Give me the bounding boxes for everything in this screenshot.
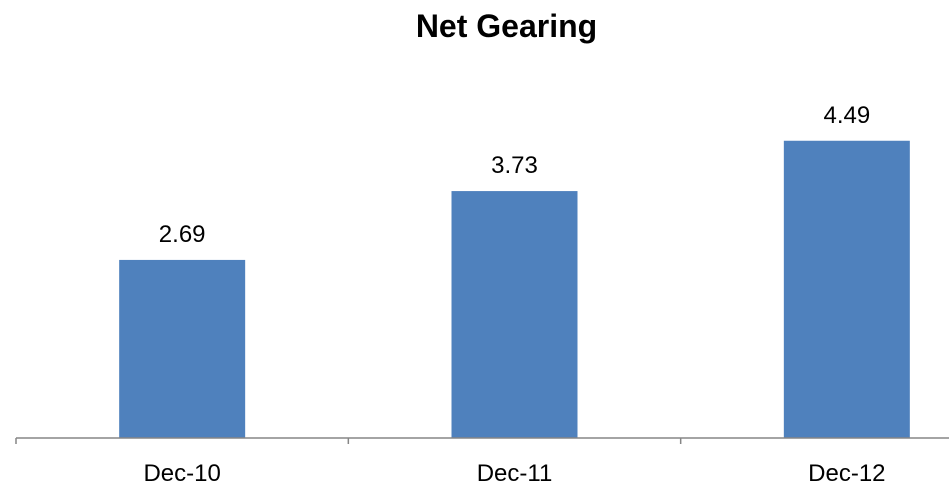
x-tick-label: Dec-10	[143, 460, 220, 487]
data-label: 4.49	[823, 102, 870, 129]
bar-dec-11	[451, 191, 578, 438]
data-label: 3.73	[491, 152, 538, 179]
x-tick-label: Dec-12	[808, 460, 885, 487]
x-tick-label: Dec-11	[477, 460, 553, 487]
x-tick-labels-group: Dec-10 Dec-11 Dec-12	[143, 460, 885, 487]
data-labels-group: 2.69 3.73 4.49	[159, 102, 870, 248]
bar-dec-12	[783, 140, 910, 438]
bars-group	[119, 140, 910, 438]
bar-dec-10	[119, 259, 246, 438]
chart-title: Net Gearing	[415, 8, 598, 44]
x-axis-ticks-group	[15, 438, 682, 444]
data-label: 2.69	[159, 221, 206, 248]
